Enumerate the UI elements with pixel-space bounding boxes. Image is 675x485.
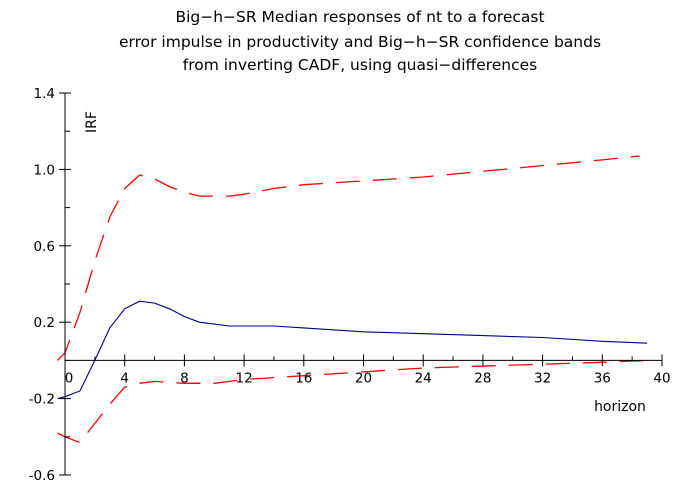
chart-title-line-3: from inverting CADF, using quasi−differe… bbox=[183, 56, 538, 74]
chart-title-line-1: Big−h−SR Median responses of nt to a for… bbox=[175, 8, 544, 26]
series-line-median bbox=[57, 300, 648, 400]
series-layer bbox=[57, 155, 648, 444]
x-tick-label: 20 bbox=[355, 370, 372, 386]
x-tick-label: 8 bbox=[180, 370, 189, 386]
y-axis-label: IRF bbox=[84, 111, 100, 133]
x-tick-label: 36 bbox=[594, 370, 611, 386]
x-tick-label: 16 bbox=[295, 370, 312, 386]
y-tick-label: 0.2 bbox=[34, 315, 55, 331]
x-tick-label: 24 bbox=[415, 370, 432, 386]
x-tick-label: 40 bbox=[653, 370, 670, 386]
x-tick-label: 12 bbox=[236, 370, 253, 386]
x-tick-label: 28 bbox=[474, 370, 491, 386]
y-tick-label: 1.0 bbox=[34, 162, 55, 178]
x-axis-label: horizon bbox=[594, 399, 646, 415]
y-tick-label: -0.2 bbox=[29, 392, 55, 408]
y-tick-label: 0.6 bbox=[34, 239, 55, 255]
series-line-upper-band bbox=[57, 155, 640, 361]
x-tick-label: 0 bbox=[65, 370, 74, 386]
axes-layer: -0.6 -0.2 0.2 0.6 1.0 1.4 0 4 8 12 16 20 24 28 32 36 40 bbox=[29, 86, 671, 484]
x-tick-label: 4 bbox=[120, 370, 129, 386]
y-tick-label: -0.6 bbox=[29, 468, 55, 484]
y-tick-label: 1.4 bbox=[34, 86, 55, 102]
x-tick-label: 32 bbox=[534, 370, 551, 386]
chart-title-line-2: error impulse in productivity and Big−h−… bbox=[119, 33, 601, 51]
series-line-lower-band bbox=[57, 359, 648, 444]
